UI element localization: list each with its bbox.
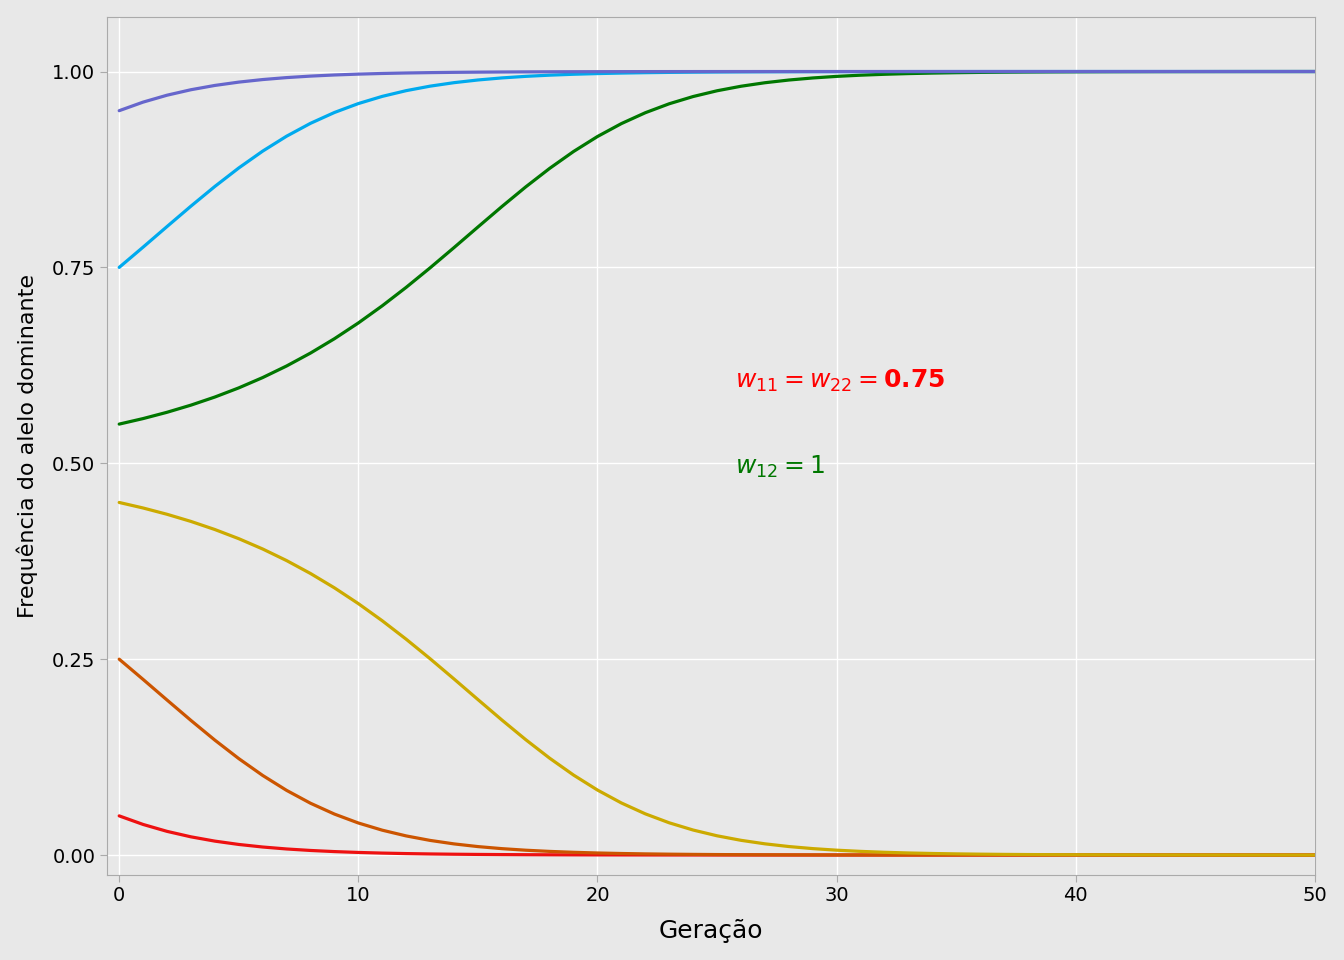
Text: $w_{12} = 1$: $w_{12} = 1$ bbox=[735, 454, 825, 480]
Text: $w_{11} = w_{22} = \mathbf{0.75}$: $w_{11} = w_{22} = \mathbf{0.75}$ bbox=[735, 369, 945, 395]
X-axis label: Geração: Geração bbox=[659, 920, 763, 944]
Y-axis label: Frequência do alelo dominante: Frequência do alelo dominante bbox=[16, 274, 38, 617]
